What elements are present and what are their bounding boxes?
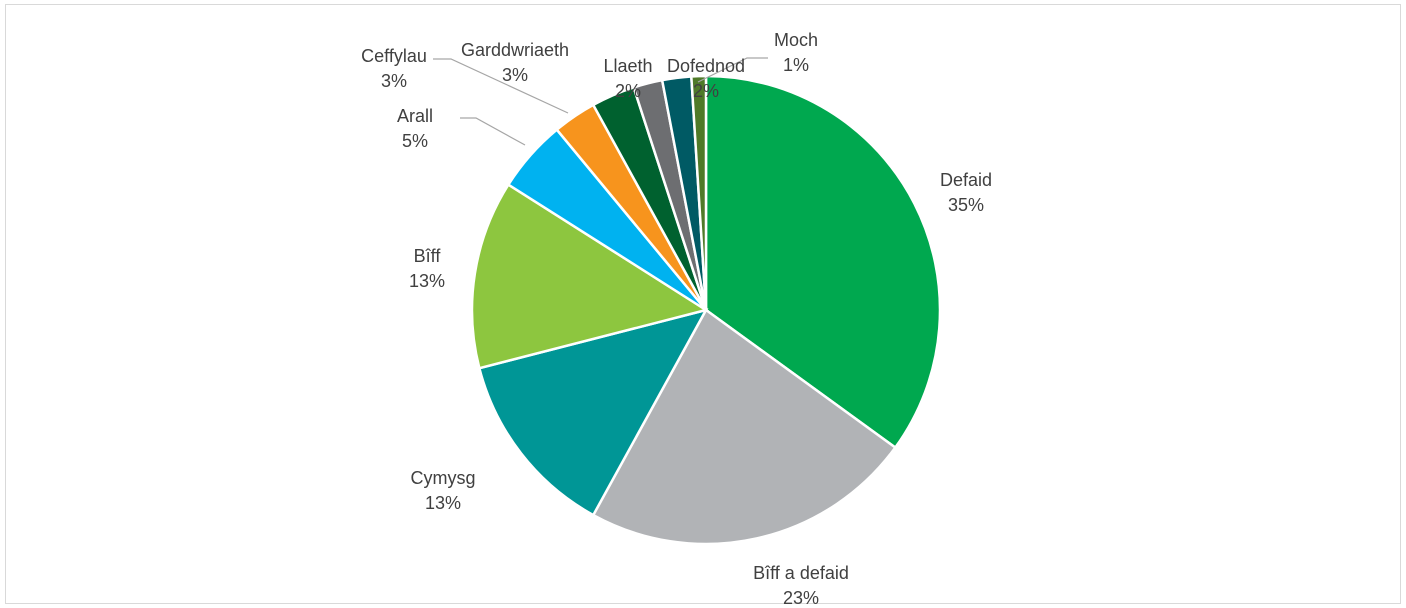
leader-line-arall	[460, 117, 526, 146]
pie-slice-biff	[470, 182, 710, 370]
data-label-name-biff: Bîff	[414, 246, 442, 266]
data-label-percent-llaeth: 2%	[615, 81, 641, 101]
leader-lines	[433, 57, 768, 146]
data-label-name-ceffylau: Ceffylau	[361, 46, 427, 66]
pie-slices	[470, 74, 942, 546]
data-label-name-llaeth: Llaeth	[603, 56, 652, 76]
data-label-name-defaid: Defaid	[940, 170, 992, 190]
data-label-percent-cymysg: 13%	[425, 493, 461, 513]
leader-line-moch	[697, 57, 768, 83]
leader-line-ceffylau	[433, 58, 569, 114]
data-label-percent-biff-a-defaid: 23%	[783, 588, 819, 608]
data-label-name-biff-a-defaid: Bîff a defaid	[753, 563, 849, 583]
pie-slice-moch	[689, 74, 708, 311]
data-label-percent-moch: 1%	[783, 55, 809, 75]
data-labels: Defaid 35% Bîff a defaid 23% Cymysg 13% Bîff 13…	[361, 30, 992, 608]
pie-slice-biff-a-defaid	[591, 308, 898, 546]
data-label-percent-ceffylau: 3%	[381, 71, 407, 91]
data-label-percent-dofednod: 2%	[693, 81, 719, 101]
data-label-name-dofednod: Dofednod	[667, 56, 745, 76]
data-label-percent-garddwriaeth: 3%	[502, 65, 528, 85]
pie-slice-defaid	[704, 74, 942, 450]
data-label-name-arall: Arall	[397, 106, 433, 126]
data-label-name-cymysg: Cymysg	[410, 468, 475, 488]
data-label-percent-defaid: 35%	[948, 195, 984, 215]
data-label-name-garddwriaeth: Garddwriaeth	[461, 40, 569, 60]
pie-slice-cymysg	[477, 308, 709, 517]
data-label-percent-biff: 13%	[409, 271, 445, 291]
data-label-percent-arall: 5%	[402, 131, 428, 151]
data-label-name-moch: Moch	[774, 30, 818, 50]
